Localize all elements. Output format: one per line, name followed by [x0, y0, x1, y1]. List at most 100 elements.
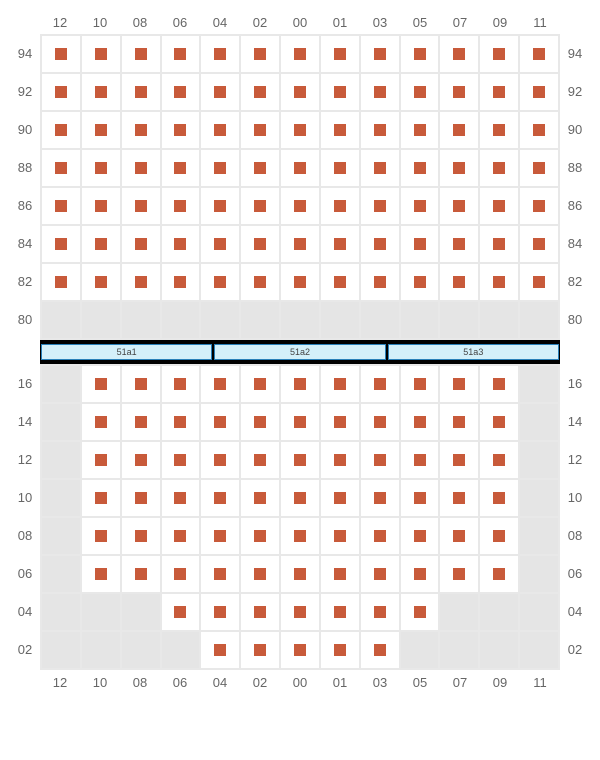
seat-cell[interactable] [479, 517, 519, 555]
seat-cell[interactable] [400, 517, 440, 555]
seat-cell[interactable] [200, 35, 240, 73]
seat-cell[interactable] [360, 149, 400, 187]
seat-cell[interactable] [280, 555, 320, 593]
seat-cell[interactable] [479, 73, 519, 111]
seat-cell[interactable] [161, 517, 201, 555]
seat-cell[interactable] [479, 479, 519, 517]
seat-cell[interactable] [121, 149, 161, 187]
seat-cell[interactable] [161, 403, 201, 441]
seat-cell[interactable] [121, 73, 161, 111]
seat-cell[interactable] [200, 441, 240, 479]
strip-segment[interactable]: 51a3 [388, 344, 559, 360]
seat-cell[interactable] [320, 555, 360, 593]
seat-cell[interactable] [121, 187, 161, 225]
seat-cell[interactable] [121, 365, 161, 403]
seat-cell[interactable] [479, 187, 519, 225]
seat-cell[interactable] [439, 441, 479, 479]
seat-cell[interactable] [320, 593, 360, 631]
seat-cell[interactable] [519, 111, 559, 149]
seat-cell[interactable] [360, 263, 400, 301]
seat-cell[interactable] [360, 111, 400, 149]
seat-cell[interactable] [280, 479, 320, 517]
seat-cell[interactable] [320, 187, 360, 225]
seat-cell[interactable] [121, 517, 161, 555]
seat-cell[interactable] [240, 149, 280, 187]
seat-cell[interactable] [479, 225, 519, 263]
seat-cell[interactable] [439, 111, 479, 149]
seat-cell[interactable] [161, 555, 201, 593]
seat-cell[interactable] [161, 149, 201, 187]
seat-cell[interactable] [479, 403, 519, 441]
seat-cell[interactable] [240, 73, 280, 111]
seat-cell[interactable] [200, 631, 240, 669]
seat-cell[interactable] [479, 441, 519, 479]
seat-cell[interactable] [439, 403, 479, 441]
seat-cell[interactable] [81, 73, 121, 111]
seat-cell[interactable] [200, 73, 240, 111]
seat-cell[interactable] [479, 35, 519, 73]
seat-cell[interactable] [320, 225, 360, 263]
seat-cell[interactable] [200, 149, 240, 187]
seat-cell[interactable] [121, 403, 161, 441]
seat-cell[interactable] [320, 441, 360, 479]
seat-cell[interactable] [400, 111, 440, 149]
seat-cell[interactable] [200, 111, 240, 149]
seat-cell[interactable] [121, 263, 161, 301]
seat-cell[interactable] [519, 187, 559, 225]
seat-cell[interactable] [439, 187, 479, 225]
seat-cell[interactable] [200, 365, 240, 403]
seat-cell[interactable] [320, 73, 360, 111]
seat-cell[interactable] [161, 35, 201, 73]
seat-cell[interactable] [200, 187, 240, 225]
seat-cell[interactable] [81, 35, 121, 73]
seat-cell[interactable] [240, 187, 280, 225]
seat-cell[interactable] [121, 441, 161, 479]
seat-cell[interactable] [81, 225, 121, 263]
seat-cell[interactable] [280, 403, 320, 441]
seat-cell[interactable] [161, 111, 201, 149]
seat-cell[interactable] [479, 149, 519, 187]
seat-cell[interactable] [280, 149, 320, 187]
seat-cell[interactable] [161, 263, 201, 301]
strip-segment[interactable]: 51a1 [41, 344, 212, 360]
seat-cell[interactable] [360, 73, 400, 111]
seat-cell[interactable] [400, 149, 440, 187]
seat-cell[interactable] [360, 517, 400, 555]
seat-cell[interactable] [240, 263, 280, 301]
seat-cell[interactable] [320, 479, 360, 517]
seat-cell[interactable] [81, 479, 121, 517]
seat-cell[interactable] [240, 403, 280, 441]
seat-cell[interactable] [280, 263, 320, 301]
seat-cell[interactable] [280, 631, 320, 669]
seat-cell[interactable] [320, 517, 360, 555]
seat-cell[interactable] [240, 441, 280, 479]
seat-cell[interactable] [400, 73, 440, 111]
seat-cell[interactable] [400, 365, 440, 403]
seat-cell[interactable] [360, 441, 400, 479]
seat-cell[interactable] [41, 111, 81, 149]
seat-cell[interactable] [280, 593, 320, 631]
seat-cell[interactable] [439, 149, 479, 187]
seat-cell[interactable] [161, 73, 201, 111]
seat-cell[interactable] [121, 225, 161, 263]
seat-cell[interactable] [41, 35, 81, 73]
seat-cell[interactable] [280, 441, 320, 479]
seat-cell[interactable] [280, 187, 320, 225]
seat-cell[interactable] [280, 365, 320, 403]
seat-cell[interactable] [200, 479, 240, 517]
seat-cell[interactable] [360, 631, 400, 669]
seat-cell[interactable] [320, 631, 360, 669]
seat-cell[interactable] [320, 365, 360, 403]
seat-cell[interactable] [519, 149, 559, 187]
seat-cell[interactable] [121, 111, 161, 149]
seat-cell[interactable] [439, 365, 479, 403]
seat-cell[interactable] [519, 35, 559, 73]
seat-cell[interactable] [360, 365, 400, 403]
seat-cell[interactable] [41, 149, 81, 187]
seat-cell[interactable] [320, 111, 360, 149]
seat-cell[interactable] [320, 263, 360, 301]
seat-cell[interactable] [439, 35, 479, 73]
seat-cell[interactable] [161, 187, 201, 225]
seat-cell[interactable] [360, 35, 400, 73]
seat-cell[interactable] [360, 555, 400, 593]
